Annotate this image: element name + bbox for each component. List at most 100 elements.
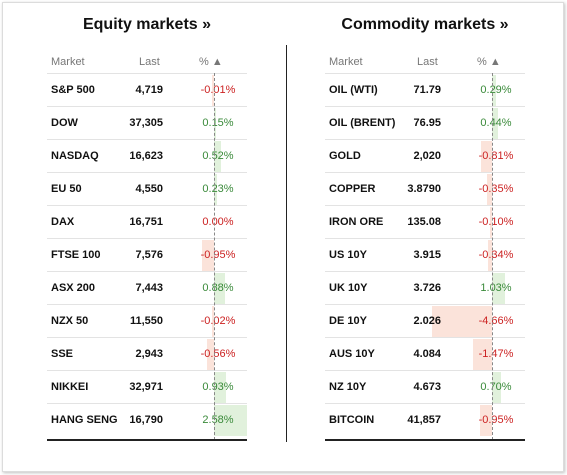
market-name: FTSE 100: [51, 249, 101, 261]
change-bar: [214, 273, 226, 304]
table-row[interactable]: OIL (WTI) 71.79 0.29%: [325, 73, 525, 106]
market-name: HANG SENG: [51, 414, 118, 426]
change-bar: [492, 108, 498, 139]
change-bar: [214, 174, 217, 205]
commodity-table-header: Market Last % ▲: [325, 54, 525, 72]
table-row[interactable]: NIKKEI 32,971 0.93%: [47, 370, 247, 403]
change-bar: [487, 240, 492, 271]
change-bar: [212, 75, 214, 106]
last-price: 37,305: [129, 117, 163, 129]
change-bar: [490, 207, 492, 238]
market-name: DAX: [51, 216, 75, 228]
column-header-market[interactable]: Market: [329, 56, 363, 68]
table-row[interactable]: COPPER 3.8790 -0.35%: [325, 172, 525, 205]
percent-change: -0.01%: [200, 84, 236, 96]
market-name: S&P 500: [51, 84, 95, 96]
table-row[interactable]: NZ 10Y 4.673 0.70%: [325, 370, 525, 403]
last-price: 41,857: [407, 414, 441, 426]
change-bar: [487, 174, 492, 205]
table-row[interactable]: NASDAQ 16,623 0.52%: [47, 139, 247, 172]
change-bar: [432, 306, 492, 337]
table-row[interactable]: OIL (BRENT) 76.95 0.44%: [325, 106, 525, 139]
table-row[interactable]: UK 10Y 3.726 1.03%: [325, 271, 525, 304]
panel-divider: [286, 45, 287, 442]
table-row[interactable]: SSE 2,943 -0.56%: [47, 337, 247, 370]
table-row[interactable]: DOW 37,305 0.15%: [47, 106, 247, 139]
change-bar: [481, 141, 492, 172]
table-row[interactable]: FTSE 100 7,576 -0.95%: [47, 238, 247, 271]
commodity-markets-link[interactable]: Commodity markets »: [341, 16, 509, 33]
table-row[interactable]: EU 50 4,550 0.23%: [47, 172, 247, 205]
change-bar: [214, 141, 221, 172]
equity-table-header: Market Last % ▲: [47, 54, 247, 72]
market-name: UK 10Y: [329, 282, 368, 294]
zero-line: [214, 73, 215, 440]
percent-change: -1.47%: [478, 348, 514, 360]
table-bottom-rule: [47, 439, 247, 441]
last-price: 32,971: [129, 381, 163, 393]
change-bar: [214, 405, 247, 436]
last-price: 71.79: [413, 84, 441, 96]
change-bar: [479, 405, 492, 436]
percent-change: -0.95%: [200, 249, 236, 261]
table-row[interactable]: ASX 200 7,443 0.88%: [47, 271, 247, 304]
market-name: IRON ORE: [329, 216, 384, 228]
table-bottom-rule: [325, 439, 525, 441]
change-bar: [472, 339, 492, 370]
table-row[interactable]: NZX 50 11,550 -0.02%: [47, 304, 247, 337]
table-row[interactable]: DE 10Y 2.026 -4.66%: [325, 304, 525, 337]
equity-markets-link[interactable]: Equity markets »: [82, 16, 212, 33]
market-name: BITCOIN: [329, 414, 375, 426]
change-bar: [214, 108, 216, 139]
market-name: OIL (WTI): [329, 84, 378, 96]
percent-change: 0.52%: [202, 150, 234, 162]
table-row[interactable]: BITCOIN 41,857 -0.95%: [325, 403, 525, 436]
last-price: 7,576: [135, 249, 163, 261]
column-header-last[interactable]: Last: [417, 56, 438, 68]
last-price: 2.026: [413, 315, 441, 327]
percent-change: -4.66%: [478, 315, 514, 327]
column-header-pct-sort[interactable]: % ▲: [199, 56, 223, 68]
change-bar: [214, 372, 227, 403]
last-price: 4.673: [413, 381, 441, 393]
percent-change: 0.15%: [202, 117, 234, 129]
last-price: 3.8790: [407, 183, 441, 195]
last-price: 11,550: [129, 315, 163, 327]
table-row[interactable]: HANG SENG 16,790 2.58%: [47, 403, 247, 436]
table-row[interactable]: IRON ORE 135.08 -0.10%: [325, 205, 525, 238]
percent-change: -0.95%: [478, 414, 514, 426]
market-name: EU 50: [51, 183, 82, 195]
percent-change: 0.70%: [480, 381, 512, 393]
percent-change: 0.29%: [480, 84, 512, 96]
percent-change: 2.58%: [202, 414, 234, 426]
percent-change: 0.93%: [202, 381, 234, 393]
column-header-last[interactable]: Last: [139, 56, 160, 68]
market-name: GOLD: [329, 150, 361, 162]
percent-change: 0.23%: [202, 183, 234, 195]
table-row[interactable]: GOLD 2,020 -0.81%: [325, 139, 525, 172]
last-price: 4,719: [135, 84, 163, 96]
last-price: 3.915: [413, 249, 441, 261]
table-row[interactable]: S&P 500 4,719 -0.01%: [47, 73, 247, 106]
table-row[interactable]: US 10Y 3.915 -0.34%: [325, 238, 525, 271]
percent-change: -0.56%: [200, 348, 236, 360]
last-price: 2,020: [413, 150, 441, 162]
column-header-market[interactable]: Market: [51, 56, 85, 68]
last-price: 76.95: [413, 117, 441, 129]
change-bar: [201, 240, 214, 271]
percent-change: -0.02%: [200, 315, 236, 327]
market-name: NIKKEI: [51, 381, 89, 393]
percent-change: 1.03%: [480, 282, 512, 294]
column-header-pct-sort[interactable]: % ▲: [477, 56, 501, 68]
last-price: 4,550: [135, 183, 163, 195]
market-name: US 10Y: [329, 249, 367, 261]
market-name: AUS 10Y: [329, 348, 375, 360]
market-name: SSE: [51, 348, 74, 360]
percent-change: -0.35%: [478, 183, 514, 195]
percent-change: -0.81%: [478, 150, 514, 162]
table-row[interactable]: AUS 10Y 4.084 -1.47%: [325, 337, 525, 370]
market-name: DOW: [51, 117, 78, 129]
last-price: 2,943: [135, 348, 163, 360]
table-row[interactable]: DAX 16,751 0.00%: [47, 205, 247, 238]
